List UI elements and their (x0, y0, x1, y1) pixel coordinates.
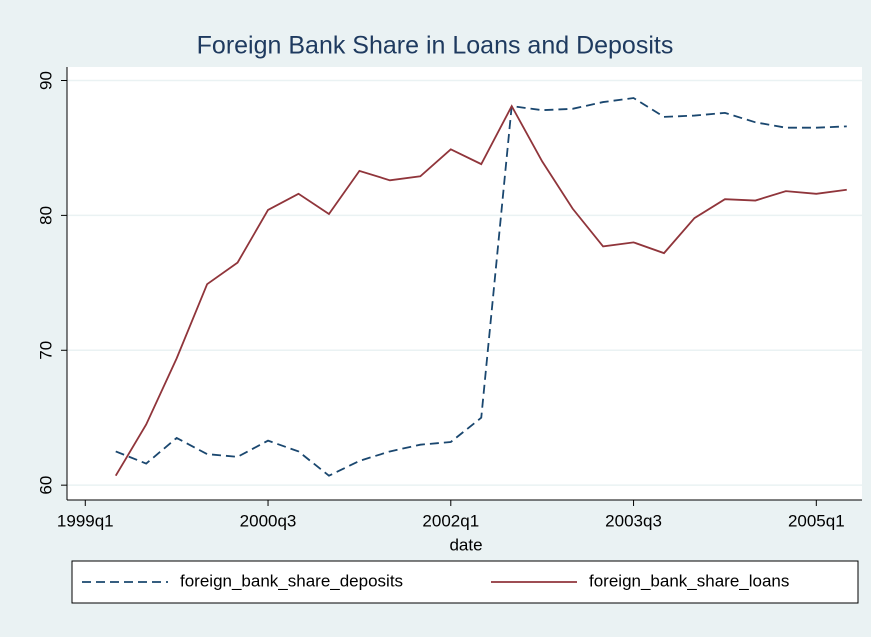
legend-box (71, 560, 859, 604)
x-axis-label: date (449, 535, 482, 554)
series-line (115, 97, 847, 477)
x-tick-label: 2003q3 (605, 511, 662, 530)
y-tick-label: 70 (36, 341, 55, 360)
x-tick-label: 2000q3 (240, 511, 297, 530)
plot-area (67, 67, 862, 500)
x-tick-label: 2002q1 (422, 511, 479, 530)
legend-label: foreign_bank_share_loans (589, 571, 789, 590)
y-tick-label: 90 (36, 71, 55, 90)
y-tick-label: 60 (36, 476, 55, 495)
legend-label: foreign_bank_share_deposits (180, 571, 403, 590)
x-tick-label: 2005q1 (788, 511, 845, 530)
chart-title: Foreign Bank Share in Loans and Deposits (197, 32, 674, 60)
y-tick-label: 80 (36, 206, 55, 225)
x-tick-label: 1999q1 (57, 511, 114, 530)
series-line (114, 104, 847, 477)
